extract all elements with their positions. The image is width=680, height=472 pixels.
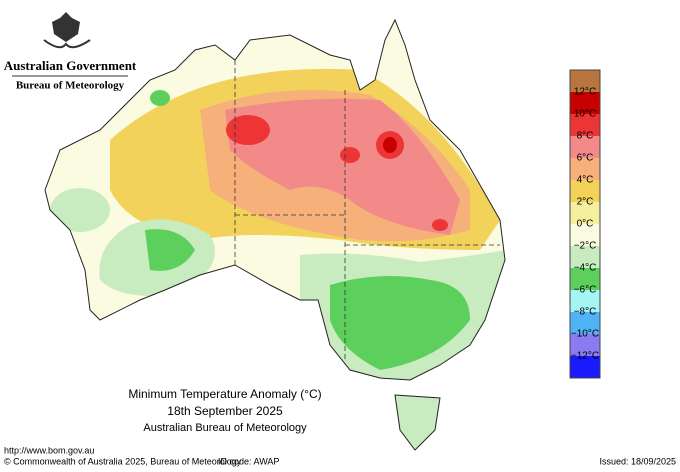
legend-swatch — [570, 136, 600, 158]
legend-swatch — [570, 92, 600, 114]
map-title: Minimum Temperature Anomaly (°C) — [128, 387, 321, 401]
legend-label: −8°C — [574, 307, 597, 318]
legend-label: −10°C — [571, 329, 599, 340]
legend-swatch — [570, 158, 600, 180]
copyright: © Commonwealth of Australia 2025, Bureau… — [4, 456, 242, 466]
legend-swatch — [570, 224, 600, 246]
legend-label: −4°C — [574, 263, 597, 274]
legend-label: 8°C — [577, 131, 594, 142]
legend-swatch — [570, 334, 600, 356]
issued: Issued: 18/09/2025 — [599, 456, 676, 466]
legend-swatch — [570, 290, 600, 312]
legend-swatch — [570, 180, 600, 202]
tasmania — [394, 394, 441, 451]
legend-swatch — [570, 268, 600, 290]
legend-label: 0°C — [577, 219, 594, 230]
legend-label: −6°C — [574, 285, 597, 296]
map-source: Australian Bureau of Meteorology — [143, 422, 307, 434]
legend-swatch — [570, 356, 600, 378]
legend-swatch — [570, 246, 600, 268]
legend-swatch — [570, 70, 600, 92]
government-name: Australian Government — [4, 58, 137, 73]
legend-label: 6°C — [577, 153, 594, 164]
id-code: ID code: AWAP — [218, 456, 279, 466]
legend: 12°C 10°C 8°C 6°C 4°C 2°C 0°C −2°C −4°C −6°C −8°C −… — [569, 69, 601, 379]
map-date: 18th September 2025 — [167, 404, 283, 418]
logo — [43, 12, 91, 49]
state-borders — [234, 60, 500, 360]
legend-frame — [569, 69, 601, 379]
legend-label: 2°C — [577, 197, 594, 208]
legend-label: 4°C — [577, 175, 594, 186]
legend-swatch — [570, 114, 600, 136]
agency-name: Bureau of Meteorology — [16, 80, 125, 92]
url: http://www.bom.gov.au — [4, 445, 94, 455]
legend-label: −12°C — [571, 351, 599, 362]
legend-label: −2°C — [574, 241, 597, 252]
legend-swatch — [570, 202, 600, 224]
legend-swatch — [570, 312, 600, 334]
legend-label: 12°C — [574, 87, 596, 98]
legend-label: 10°C — [574, 109, 596, 120]
